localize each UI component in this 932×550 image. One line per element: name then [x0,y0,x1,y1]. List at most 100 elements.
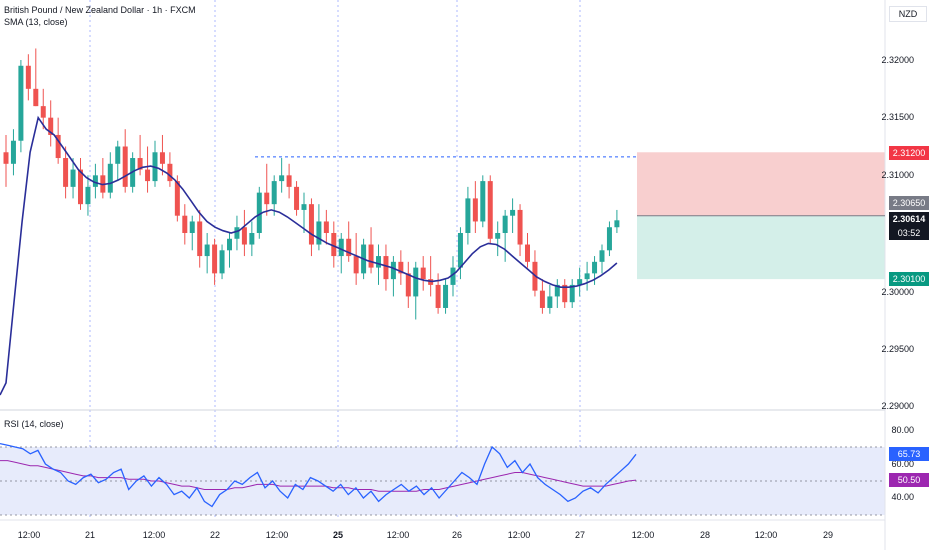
time-label: 27 [574,530,586,540]
candle-body [212,244,218,274]
rsi-indicator-label[interactable]: RSI (14, close) [4,419,64,429]
sma-indicator-label[interactable]: SMA (13, close) [4,17,68,27]
candle-body [204,244,210,257]
candle-body [525,244,530,262]
candle-body [294,186,300,210]
candle-body [33,88,39,107]
currency-button[interactable]: NZD [889,6,927,22]
candle-body [234,227,240,239]
candle-body [227,238,232,251]
candle-body [145,169,151,182]
candle-body [450,267,456,285]
candle-body [457,233,463,268]
sma-line [0,115,618,396]
candle-body [182,215,188,233]
rsi-line [0,442,637,508]
candle-body [159,152,165,164]
candle-body [249,233,255,245]
price-label: 2.31500 [881,112,914,122]
time-label: 12:00 [631,530,655,540]
price-label: 2.29000 [881,401,914,411]
candle-body [517,209,523,245]
candle-body [592,261,598,274]
candle-body [167,163,173,182]
candle-body [480,181,486,222]
candle-body [308,204,314,245]
candle-body [554,284,560,297]
candle-body [353,256,359,274]
candle-body [465,198,471,233]
candle-body [368,244,374,268]
symbol-title[interactable]: British Pound / New Zealand Dollar · 1h … [4,5,196,15]
candle-body [197,221,203,257]
candle-body [55,134,61,159]
candle-body [279,175,285,182]
candle-body [346,238,352,257]
candle-body [405,273,411,297]
candlestick-series [3,48,620,320]
candle-body [189,221,195,233]
candle-body [18,65,24,141]
candle-body [413,267,419,297]
candle-body [70,169,76,187]
candle-body [383,256,389,280]
price-label: 2.30000 [881,287,914,297]
rsi-axis-label: 80.00 [891,425,914,435]
candle-body [599,250,605,262]
candle-body [539,290,545,308]
take-profit-zone[interactable] [637,215,885,280]
candle-body [92,175,98,187]
rsi-ma-line [0,460,637,492]
candle-body [584,273,590,280]
candle-body [502,215,508,233]
rsi-band [0,447,885,515]
candle-body [547,296,553,308]
rsi-axis-label: 40.00 [891,492,914,502]
candle-body [577,279,583,285]
time-label: 25 [332,530,344,540]
time-label: 12:00 [507,530,531,540]
price-label: 2.31000 [881,170,914,180]
time-label: 28 [699,530,711,540]
price-label: 2.32000 [881,55,914,65]
candle-body [40,106,46,118]
rsi-ma-value-tag: 50.50 [889,473,929,487]
time-label: 22 [209,530,221,540]
candle-body [3,152,9,164]
candle-body [286,175,292,187]
candle-body [443,284,449,308]
candle-body [323,221,329,233]
candle-body [25,65,31,89]
rsi-value-tag: 65.73 [889,447,929,461]
time-label: 29 [822,530,834,540]
candle-body [107,163,113,193]
stop-loss-zone[interactable] [637,152,885,216]
candle-body [472,198,478,222]
candle-body [338,238,344,257]
last-price-tag: 2.30614 [889,212,929,226]
candle-body [78,169,83,205]
candle-body [376,256,381,268]
candle-body [614,220,620,228]
candle-body [122,146,128,187]
entry-price-tag[interactable]: 2.30650 [889,196,929,210]
candle-body [495,233,501,239]
candle-body [435,284,441,308]
candle-body [264,192,270,205]
candle-body [562,284,568,303]
candle-body [301,204,307,210]
time-label: 12:00 [17,530,41,540]
candle-body [48,117,54,135]
candle-body [398,261,404,274]
candle-body [569,284,575,303]
grid-lines [89,0,581,520]
time-label: 12:00 [386,530,410,540]
candle-body [219,250,225,274]
candle-body [63,158,69,187]
stop-loss-price-tag[interactable]: 2.31200 [889,146,929,160]
candle-body [316,221,322,245]
take-profit-price-tag[interactable]: 2.30100 [889,272,929,286]
time-label: 26 [451,530,463,540]
rsi-axis-label: 60.00 [891,459,914,469]
